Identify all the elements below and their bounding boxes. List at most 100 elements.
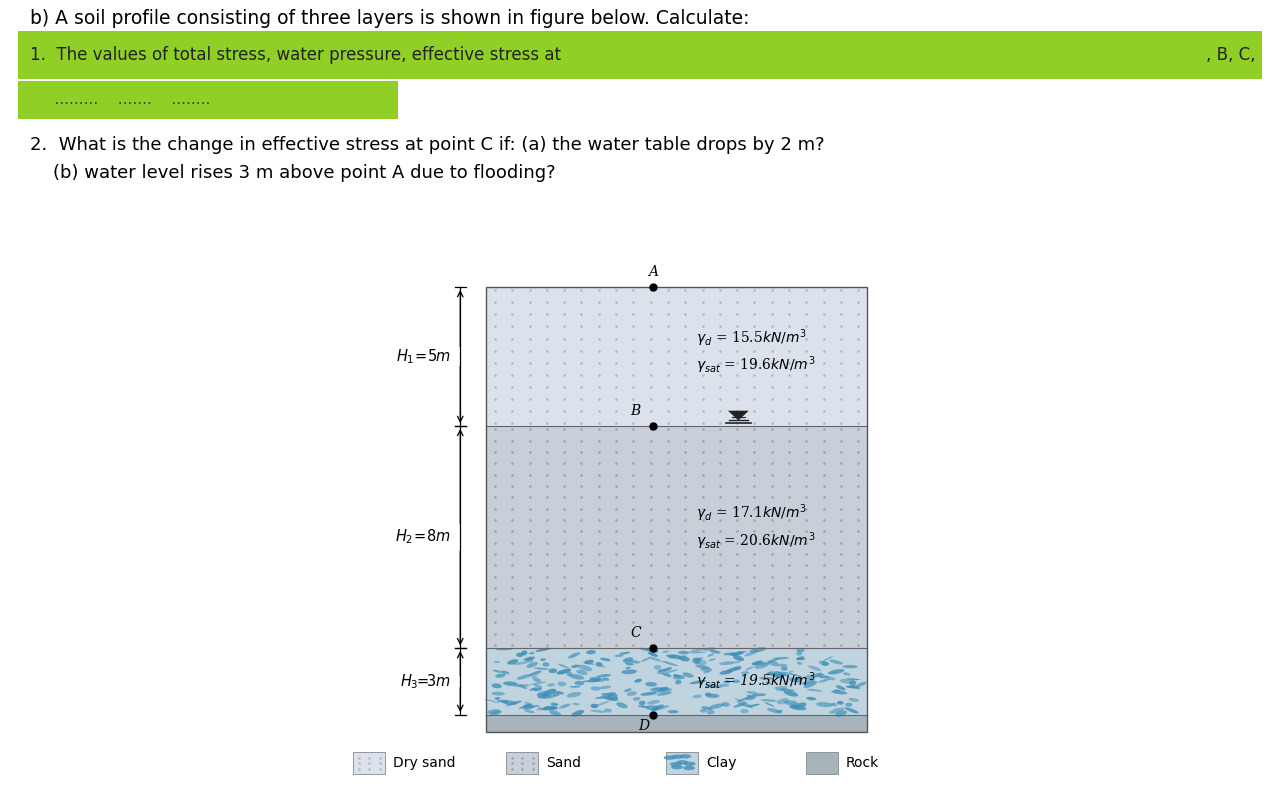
Ellipse shape bbox=[635, 679, 641, 683]
Ellipse shape bbox=[500, 671, 509, 674]
Text: 2.  What is the change in effective stress at point C if: (a) the water table dr: 2. What is the change in effective stres… bbox=[29, 136, 824, 154]
Ellipse shape bbox=[780, 664, 787, 668]
Ellipse shape bbox=[556, 691, 564, 695]
Ellipse shape bbox=[668, 710, 678, 714]
Ellipse shape bbox=[558, 671, 567, 675]
Ellipse shape bbox=[538, 691, 548, 696]
Ellipse shape bbox=[547, 683, 556, 687]
Ellipse shape bbox=[751, 661, 763, 665]
Ellipse shape bbox=[751, 693, 767, 696]
Ellipse shape bbox=[662, 672, 672, 677]
Bar bbox=[486, 426, 867, 648]
Ellipse shape bbox=[759, 676, 773, 680]
Text: C: C bbox=[630, 626, 641, 641]
Ellipse shape bbox=[648, 700, 660, 704]
Ellipse shape bbox=[534, 684, 543, 688]
Ellipse shape bbox=[751, 662, 769, 665]
Ellipse shape bbox=[626, 667, 631, 669]
Ellipse shape bbox=[548, 707, 556, 710]
Ellipse shape bbox=[719, 661, 735, 665]
Ellipse shape bbox=[796, 652, 803, 656]
Ellipse shape bbox=[640, 692, 657, 695]
Ellipse shape bbox=[568, 653, 580, 658]
Ellipse shape bbox=[604, 708, 612, 712]
Ellipse shape bbox=[776, 676, 782, 677]
Ellipse shape bbox=[748, 703, 760, 707]
Ellipse shape bbox=[677, 655, 687, 658]
Ellipse shape bbox=[494, 661, 500, 663]
Ellipse shape bbox=[723, 653, 739, 656]
Text: $H_3\!\!=\!\!3m$: $H_3\!\!=\!\!3m$ bbox=[401, 672, 451, 691]
Ellipse shape bbox=[625, 662, 634, 665]
Ellipse shape bbox=[557, 668, 571, 674]
Ellipse shape bbox=[746, 691, 758, 695]
Ellipse shape bbox=[823, 656, 833, 661]
Ellipse shape bbox=[671, 765, 684, 769]
Ellipse shape bbox=[760, 699, 777, 702]
Ellipse shape bbox=[835, 711, 847, 717]
Ellipse shape bbox=[571, 710, 584, 717]
Text: $\mathit{\gamma_{sat}}$ = 19.6$\mathit{kN/m^3}$: $\mathit{\gamma_{sat}}$ = 19.6$\mathit{k… bbox=[695, 354, 815, 376]
Ellipse shape bbox=[488, 709, 500, 714]
Ellipse shape bbox=[849, 680, 856, 685]
Ellipse shape bbox=[530, 682, 547, 685]
Ellipse shape bbox=[652, 704, 664, 711]
Ellipse shape bbox=[765, 681, 772, 684]
Ellipse shape bbox=[590, 677, 604, 682]
Ellipse shape bbox=[785, 672, 800, 676]
Ellipse shape bbox=[745, 695, 756, 700]
Ellipse shape bbox=[676, 760, 689, 764]
Ellipse shape bbox=[741, 671, 749, 675]
Ellipse shape bbox=[489, 711, 502, 716]
Ellipse shape bbox=[543, 694, 550, 698]
Ellipse shape bbox=[675, 680, 681, 684]
Ellipse shape bbox=[845, 686, 859, 688]
Ellipse shape bbox=[590, 687, 602, 691]
Ellipse shape bbox=[576, 670, 588, 675]
Ellipse shape bbox=[736, 696, 750, 703]
Ellipse shape bbox=[662, 650, 669, 653]
Ellipse shape bbox=[532, 678, 541, 682]
Ellipse shape bbox=[494, 697, 500, 699]
Text: Clay: Clay bbox=[707, 757, 736, 770]
Ellipse shape bbox=[707, 710, 714, 714]
Ellipse shape bbox=[777, 698, 788, 704]
Ellipse shape bbox=[518, 684, 527, 689]
Ellipse shape bbox=[796, 657, 805, 661]
Ellipse shape bbox=[797, 657, 805, 660]
Ellipse shape bbox=[790, 705, 806, 711]
Ellipse shape bbox=[678, 657, 690, 661]
Ellipse shape bbox=[735, 651, 746, 653]
Bar bbox=[353, 753, 385, 774]
Text: $\mathit{\gamma_{sat}}$ = 20.6$\mathit{kN/m^3}$: $\mathit{\gamma_{sat}}$ = 20.6$\mathit{k… bbox=[695, 531, 815, 552]
Ellipse shape bbox=[577, 665, 593, 671]
Ellipse shape bbox=[721, 702, 730, 707]
Ellipse shape bbox=[678, 651, 690, 654]
Ellipse shape bbox=[503, 681, 518, 686]
Ellipse shape bbox=[704, 670, 710, 673]
Ellipse shape bbox=[567, 692, 581, 698]
Ellipse shape bbox=[627, 691, 637, 695]
Ellipse shape bbox=[795, 703, 806, 708]
Ellipse shape bbox=[586, 650, 596, 654]
Ellipse shape bbox=[806, 697, 817, 700]
Text: D: D bbox=[637, 719, 649, 733]
Ellipse shape bbox=[740, 709, 749, 714]
Ellipse shape bbox=[513, 684, 530, 687]
Ellipse shape bbox=[549, 668, 557, 673]
Ellipse shape bbox=[649, 657, 662, 661]
Ellipse shape bbox=[750, 647, 767, 653]
Ellipse shape bbox=[512, 661, 529, 665]
Ellipse shape bbox=[543, 707, 550, 711]
Ellipse shape bbox=[818, 679, 831, 683]
Ellipse shape bbox=[492, 691, 506, 695]
Ellipse shape bbox=[507, 659, 518, 665]
Ellipse shape bbox=[663, 756, 676, 760]
Text: $H_1\!=\!5m$: $H_1\!=\!5m$ bbox=[396, 347, 451, 366]
Ellipse shape bbox=[808, 665, 822, 671]
Ellipse shape bbox=[495, 648, 513, 650]
Ellipse shape bbox=[777, 710, 782, 713]
Ellipse shape bbox=[746, 695, 754, 698]
Ellipse shape bbox=[497, 699, 509, 703]
Bar bbox=[18, 31, 1262, 79]
